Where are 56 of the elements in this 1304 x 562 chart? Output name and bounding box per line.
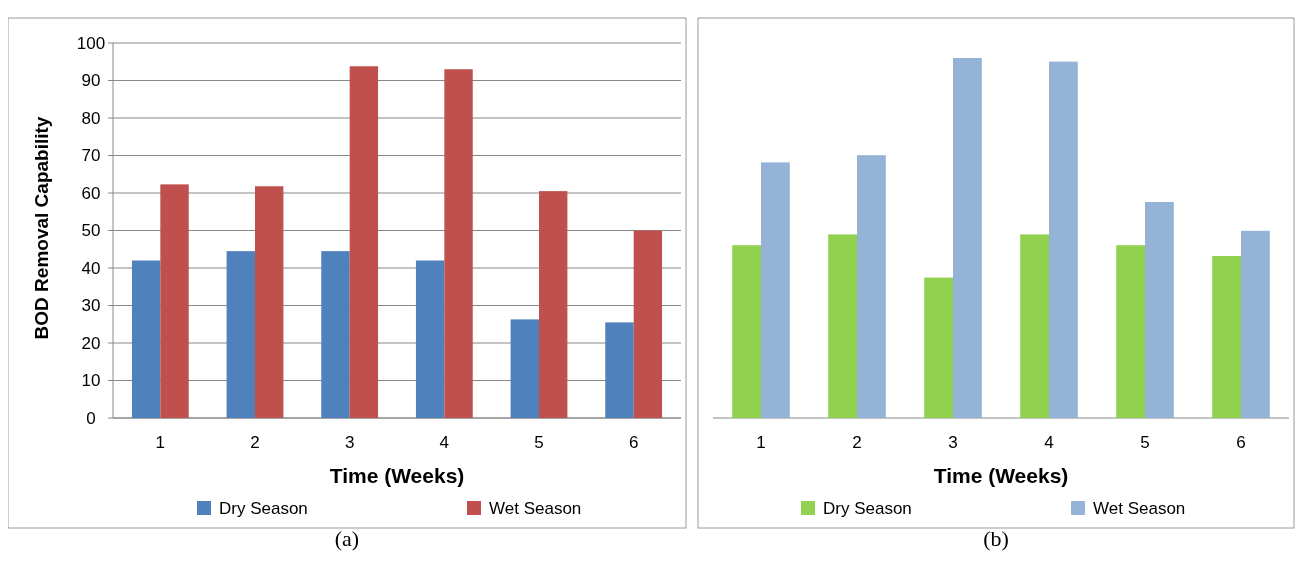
y-tick-label: 60 (81, 183, 101, 203)
bar (1145, 202, 1174, 418)
bar (1116, 245, 1145, 418)
y-axis-title: BOD Removal Capability (31, 116, 52, 340)
bar (924, 277, 953, 418)
x-tick-label: 3 (948, 433, 958, 452)
bar (1241, 230, 1270, 418)
x-tick-label: 5 (1140, 433, 1150, 452)
y-tick-label: 70 (81, 146, 101, 166)
bar (1020, 234, 1049, 418)
bar (761, 162, 790, 418)
y-tick-label: 100 (76, 33, 106, 53)
bar (226, 251, 255, 418)
text: (a) (334, 526, 360, 551)
x-tick-label: 5 (534, 433, 544, 452)
x-axis-title: Time (Weeks) (329, 464, 465, 487)
x-axis-title: Time (Weeks) (933, 464, 1069, 487)
y-tick-label: 20 (81, 333, 101, 353)
x-tick-label: 2 (250, 433, 260, 452)
y-tick-label: 10 (81, 371, 101, 391)
y-tick-label: 0 (86, 408, 96, 428)
bar (160, 184, 189, 418)
text: (b) (983, 526, 1009, 551)
x-tick-label: 1 (155, 433, 166, 452)
x-tick-label: 4 (439, 433, 450, 452)
y-tick-label: 80 (81, 108, 101, 128)
bar (732, 245, 761, 418)
y-tick-label: 30 (81, 296, 101, 316)
bar (444, 69, 473, 418)
bar (633, 230, 663, 418)
bar (321, 251, 350, 418)
bar (605, 322, 634, 418)
legend-label: Dry Season (219, 498, 308, 518)
x-tick-label: 3 (344, 433, 355, 452)
bar (857, 155, 886, 418)
bar (415, 260, 445, 418)
bar (255, 186, 284, 418)
legend-label: Wet Season (489, 498, 582, 518)
bar (1212, 256, 1241, 418)
y-tick-label: 90 (81, 71, 101, 91)
bar (953, 58, 982, 418)
y-tick-label: 50 (81, 221, 101, 241)
bar (131, 260, 161, 418)
x-tick-label: 6 (628, 433, 639, 452)
y-tick-label: 40 (81, 258, 101, 278)
x-tick-label: 1 (756, 433, 766, 452)
bar (1049, 61, 1078, 418)
legend-label: Wet Season (1093, 498, 1186, 518)
bar (510, 319, 539, 418)
x-tick-label: 2 (852, 433, 862, 452)
legend-label: Dry Season (823, 498, 912, 518)
x-tick-label: 6 (1236, 433, 1246, 452)
bar (349, 66, 379, 418)
x-tick-label: 4 (1044, 433, 1054, 452)
bar (539, 191, 568, 418)
bar (828, 234, 857, 418)
